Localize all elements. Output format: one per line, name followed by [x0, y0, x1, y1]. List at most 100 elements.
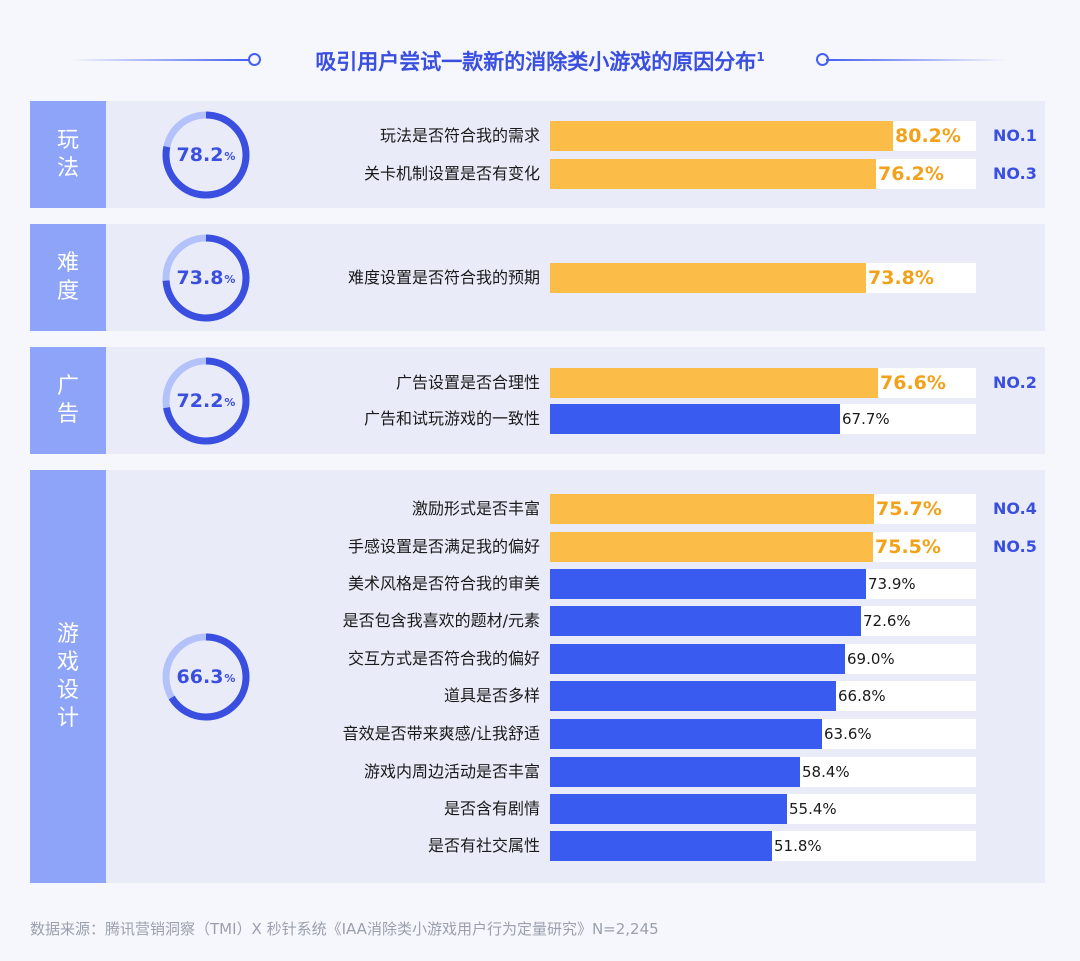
- bar: [550, 681, 836, 711]
- category-group: 玩法 78.2% 玩法是否符合我的需求 80.2% NO.1 关卡机制设置是否有变化 76.…: [30, 101, 1045, 208]
- rank-badge: NO.3: [993, 164, 1037, 183]
- bar-label: 关卡机制设置是否有变化: [363, 164, 540, 183]
- bar-row: 音效是否带来爽感/让我舒适 63.6%: [30, 719, 1045, 749]
- category-char: 告: [56, 401, 79, 427]
- category-char: 计: [56, 705, 79, 731]
- bar-label: 音效是否带来爽感/让我舒适: [342, 724, 540, 743]
- ring-number: 66.3: [176, 665, 224, 688]
- title-superscript: 1: [756, 50, 765, 64]
- ring-unit: %: [224, 150, 236, 163]
- bar-value-label: 73.9%: [868, 575, 916, 593]
- bar: [550, 121, 893, 151]
- bar-label: 广告和试玩游戏的一致性: [363, 409, 540, 428]
- ring-progress: [162, 357, 250, 444]
- bar: [550, 794, 787, 824]
- bar-label: 激励形式是否丰富: [411, 499, 540, 518]
- bar-track: 73.8%: [550, 263, 976, 293]
- ring-svg: [162, 234, 250, 321]
- bar-row: 玩法是否符合我的需求 80.2% NO.1: [30, 121, 1045, 151]
- bar-label: 是否有社交属性: [427, 836, 540, 855]
- bar-track: 55.4%: [550, 794, 976, 824]
- category-group: 难度 73.8% 难度设置是否符合我的预期 73.8%: [30, 224, 1045, 331]
- ring-progress: [162, 234, 250, 321]
- category-char: 设: [56, 677, 79, 703]
- bar-row: 广告设置是否合理性 76.6% NO.2: [30, 368, 1045, 398]
- title-line-right: [826, 59, 1006, 61]
- bar: [550, 263, 866, 293]
- category-label: 玩法: [30, 101, 106, 208]
- bar-value-label: 66.8%: [838, 687, 886, 705]
- bar-value-label: 73.8%: [868, 267, 934, 289]
- bar-value-label: 80.2%: [895, 125, 961, 147]
- overall-ring: 66.3%: [160, 631, 252, 723]
- bar-track: 51.8%: [550, 831, 976, 861]
- rank-badge: NO.1: [993, 126, 1037, 145]
- category-char: 戏: [56, 649, 79, 675]
- bar-track: 76.2%: [550, 159, 976, 189]
- ring-unit: %: [224, 396, 236, 409]
- bar-value-label: 72.6%: [863, 612, 911, 630]
- bar-row: 美术风格是否符合我的审美 73.9%: [30, 569, 1045, 599]
- bar-track: 69.0%: [550, 644, 976, 674]
- bar-value-label: 76.2%: [878, 163, 944, 185]
- bar-value-label: 55.4%: [789, 800, 837, 818]
- rank-badge: NO.5: [993, 537, 1037, 556]
- ring-number: 72.2: [176, 389, 224, 412]
- bar-label: 广告设置是否合理性: [395, 373, 540, 392]
- bar: [550, 831, 772, 861]
- bar-label: 难度设置是否符合我的预期: [347, 268, 540, 287]
- rank-badge: NO.4: [993, 499, 1037, 518]
- bar: [550, 757, 800, 787]
- bar-label: 游戏内周边活动是否丰富: [363, 762, 540, 781]
- overall-ring: 78.2%: [160, 109, 252, 201]
- category-char: 难: [56, 250, 79, 276]
- bar-row: 游戏内周边活动是否丰富 58.4%: [30, 757, 1045, 787]
- bar-label: 交互方式是否符合我的偏好: [347, 649, 540, 668]
- bar-value-label: 75.7%: [876, 498, 942, 520]
- rank-badge: NO.2: [993, 373, 1037, 392]
- overall-ring: 72.2%: [160, 355, 252, 447]
- bar-row: 是否含有剧情 55.4%: [30, 794, 1045, 824]
- bar-label: 手感设置是否满足我的偏好: [347, 537, 540, 556]
- title-main: 吸引用户尝试一款新的消除类小游戏的原因分布: [315, 50, 757, 74]
- bar-track: 72.6%: [550, 606, 976, 636]
- bar: [550, 719, 822, 749]
- bar: [550, 159, 876, 189]
- bar-value-label: 51.8%: [774, 837, 822, 855]
- ring-unit: %: [224, 672, 236, 685]
- bar: [550, 569, 866, 599]
- bar-value-label: 63.6%: [824, 725, 872, 743]
- bar: [550, 644, 845, 674]
- bar-value-label: 75.5%: [875, 536, 941, 558]
- title-dot-left: [248, 53, 261, 66]
- chart-title: 吸引用户尝试一款新的消除类小游戏的原因分布1: [0, 40, 1080, 80]
- bar-value-label: 58.4%: [802, 763, 850, 781]
- bar-value-label: 67.7%: [842, 410, 890, 428]
- category-group: 广告 72.2% 广告设置是否合理性 76.6% NO.2 广告和试玩游戏的一致性 67.7…: [30, 347, 1045, 454]
- bar-label: 道具是否多样: [443, 686, 540, 705]
- bar: [550, 532, 873, 562]
- bar-track: 75.5%: [550, 532, 976, 562]
- ring-value: 78.2%: [160, 109, 252, 201]
- bar-row: 是否有社交属性 51.8%: [30, 831, 1045, 861]
- bar-track: 63.6%: [550, 719, 976, 749]
- ring-value: 66.3%: [160, 631, 252, 723]
- category-group: 游戏设计 66.3% 激励形式是否丰富 75.7% NO.4 手感设置是否满足我的偏好 75…: [30, 470, 1045, 883]
- category-char: 法: [56, 155, 79, 181]
- bar-row: 手感设置是否满足我的偏好 75.5% NO.5: [30, 532, 1045, 562]
- category-char: 度: [56, 278, 79, 304]
- bar-track: 67.7%: [550, 404, 976, 434]
- bar-label: 玩法是否符合我的需求: [379, 126, 540, 145]
- bar-track: 66.8%: [550, 681, 976, 711]
- bar-label: 是否含有剧情: [443, 799, 540, 818]
- ring-unit: %: [224, 273, 236, 286]
- bar: [550, 404, 840, 434]
- ring-number: 73.8: [176, 266, 224, 289]
- category-char: 广: [56, 373, 79, 399]
- bar-row: 难度设置是否符合我的预期 73.8%: [30, 263, 1045, 293]
- bar-track: 80.2%: [550, 121, 976, 151]
- bar-row: 道具是否多样 66.8%: [30, 681, 1045, 711]
- bar: [550, 368, 878, 398]
- bar-row: 关卡机制设置是否有变化 76.2% NO.3: [30, 159, 1045, 189]
- overall-ring: 73.8%: [160, 232, 252, 324]
